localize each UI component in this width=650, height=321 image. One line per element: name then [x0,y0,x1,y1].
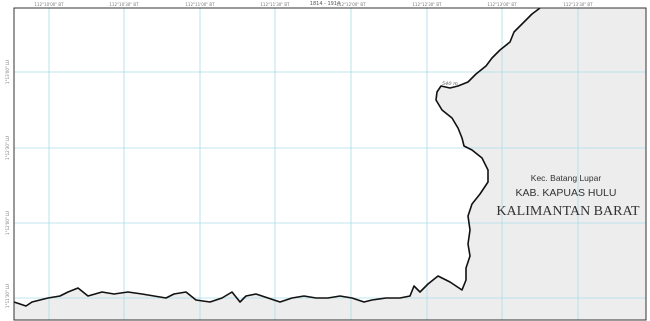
district-boundary-line [13,7,541,307]
neighbor-region-fill [14,8,646,320]
map-frame [13,7,647,321]
top-tick-label: 112°12'30" BT [412,2,442,7]
top-tick-label: 112°10'00" BT [34,2,64,7]
top-tick-label: 112°11'30" BT [260,2,290,7]
top-tick-label: 112°13'30" BT [563,2,593,7]
left-tick-label: 1°12'00" LU [5,211,10,235]
coordinate-grid [14,8,646,320]
top-tick-label: 112°13'00" BT [487,2,517,7]
left-tick-label: 1°13'00" LU [5,60,10,84]
province-label: KALIMANTAN BARAT [496,204,640,219]
top-tick-label: 112°12'00" BT [336,2,366,7]
sheet-number: 1814 - 1914 [310,1,340,7]
top-tick-label: 112°10'30" BT [109,2,139,7]
left-tick-label: 1°12'30" LU [5,136,10,160]
district-label: Kec. Batang Lupar [531,173,602,183]
regency-label: KAB. KAPUAS HULU [516,187,617,199]
left-tick-label: 1°11'30" LU [5,284,10,308]
top-tick-label: 112°11'00" BT [185,2,215,7]
boundary-elevation-label: 540 m [442,81,458,87]
